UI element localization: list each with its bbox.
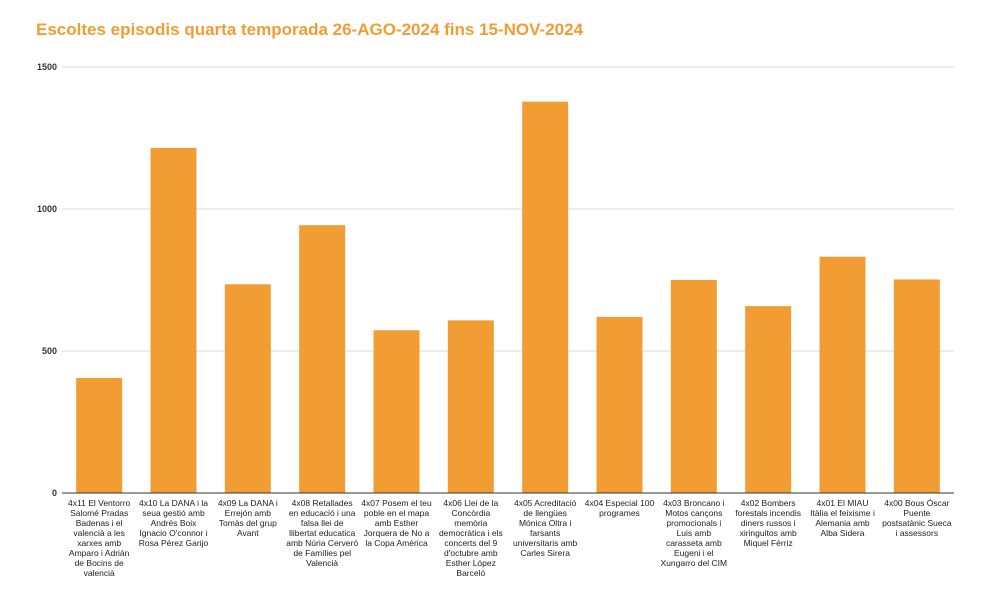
gridlines: [62, 66, 954, 352]
bar: [522, 101, 569, 493]
bar: [596, 316, 643, 493]
x-tick-label: 4x00 Bous Óscar Puente postsatànic Sueca…: [882, 498, 952, 538]
x-tick-label: 4x05 Acreditació de llengües Mónica Oltr…: [513, 498, 578, 558]
x-tick-label: 4x08 Retallades en educació i una falsa …: [286, 498, 359, 568]
y-axis-ticks: 0 500 1000 1500: [37, 62, 57, 498]
x-tick-label: 4x10 La DANA i la seua gestió amb Andrés…: [138, 498, 209, 548]
bar: [893, 279, 940, 493]
bar: [299, 225, 346, 494]
bar: [373, 330, 420, 493]
bar: [819, 256, 866, 493]
x-tick-label: 4x01 El MIAU Itàlia el feixisme i Aleman…: [810, 498, 875, 538]
bar: [150, 147, 197, 493]
x-tick-label: 4x06 Llei de la Concòrdia memòria democr…: [438, 498, 503, 578]
y-tick-label: 500: [42, 346, 57, 356]
bars: [76, 101, 940, 494]
bar: [76, 377, 123, 493]
x-tick-label: 4x07 Posem el teu poble en el mapa amb E…: [361, 498, 432, 548]
bar: [447, 320, 494, 493]
x-tick-label: 4x02 Bombers forestals incendis diners r…: [735, 498, 801, 548]
x-tick-label: 4x04 Especial 100 programes: [584, 498, 655, 518]
bar: [745, 306, 792, 493]
bar: [670, 280, 717, 493]
y-tick-label: 1500: [37, 62, 57, 72]
y-tick-label: 1000: [37, 204, 57, 214]
bar: [224, 284, 271, 493]
x-tick-label: 4x03 Broncano i Motos cançons promociona…: [660, 498, 728, 568]
chart-title: Escoltes episodis quarta temporada 26-AG…: [36, 20, 584, 39]
x-tick-label: 4x09 La DANA i Errejón amb Tomàs del gru…: [217, 498, 278, 538]
x-tick-label: 4x11 El Ventorro Salomé Pradas Badenas i…: [68, 498, 131, 578]
y-tick-label: 0: [52, 488, 57, 498]
